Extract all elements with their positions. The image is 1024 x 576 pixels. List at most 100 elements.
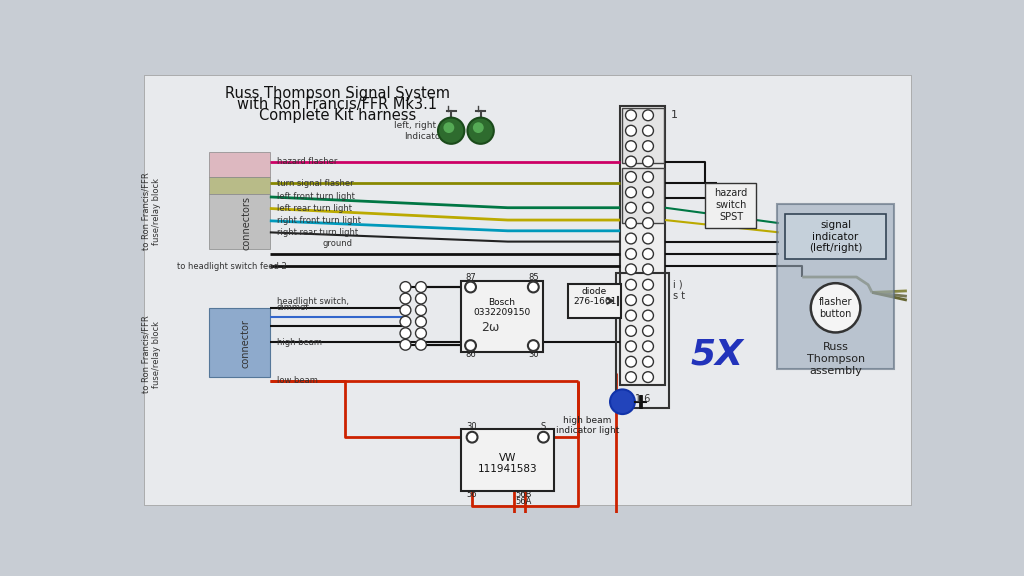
Circle shape	[643, 187, 653, 198]
Circle shape	[438, 118, 464, 144]
Text: s t: s t	[673, 291, 685, 301]
Text: connectors: connectors	[242, 196, 252, 250]
Text: Russ
Thompson
assembly: Russ Thompson assembly	[807, 343, 864, 376]
Text: i ): i )	[673, 280, 682, 290]
Text: 85: 85	[528, 274, 539, 282]
Circle shape	[626, 325, 636, 336]
Circle shape	[416, 328, 426, 339]
Text: flasher
button: flasher button	[819, 297, 852, 319]
Text: high beam
indicator light: high beam indicator light	[556, 416, 620, 435]
Text: dimmer: dimmer	[276, 304, 309, 312]
Circle shape	[416, 339, 426, 350]
Circle shape	[643, 110, 653, 121]
Circle shape	[626, 172, 636, 183]
Circle shape	[400, 339, 411, 350]
Text: signal
indicator
(left/right): signal indicator (left/right)	[809, 220, 862, 253]
Circle shape	[626, 233, 636, 244]
Circle shape	[626, 141, 636, 151]
Circle shape	[416, 316, 426, 327]
Circle shape	[400, 305, 411, 316]
FancyBboxPatch shape	[568, 284, 621, 318]
Circle shape	[626, 357, 636, 367]
Circle shape	[528, 282, 539, 293]
Circle shape	[643, 126, 653, 136]
Circle shape	[643, 325, 653, 336]
Text: right rear turn light: right rear turn light	[276, 228, 358, 237]
Circle shape	[626, 310, 636, 321]
FancyBboxPatch shape	[209, 194, 270, 249]
Text: Complete Kit harness: Complete Kit harness	[259, 108, 416, 123]
Circle shape	[643, 341, 653, 352]
FancyBboxPatch shape	[777, 204, 894, 369]
Text: 87: 87	[465, 274, 476, 282]
Circle shape	[626, 264, 636, 275]
FancyBboxPatch shape	[209, 152, 270, 177]
FancyBboxPatch shape	[706, 183, 756, 228]
Text: left front turn light: left front turn light	[276, 192, 354, 202]
Text: 56A: 56A	[515, 497, 531, 506]
Text: ground: ground	[323, 239, 352, 248]
Circle shape	[528, 340, 539, 351]
Circle shape	[643, 372, 653, 382]
Text: to Ron Francis/FFR
fuse/relay block: to Ron Francis/FFR fuse/relay block	[141, 315, 161, 393]
Circle shape	[626, 187, 636, 198]
Text: headlight switch,: headlight switch,	[276, 297, 349, 306]
Circle shape	[538, 432, 549, 442]
Text: left, right turn
Indicators: left, right turn Indicators	[394, 122, 459, 141]
Text: connector: connector	[241, 319, 251, 367]
Text: 1: 1	[672, 111, 678, 120]
Circle shape	[643, 357, 653, 367]
Circle shape	[626, 110, 636, 121]
Circle shape	[626, 372, 636, 382]
Circle shape	[643, 248, 653, 259]
FancyBboxPatch shape	[143, 75, 910, 505]
Text: S: S	[541, 422, 546, 431]
Circle shape	[400, 282, 411, 293]
Text: right front turn light: right front turn light	[276, 217, 360, 225]
Circle shape	[610, 389, 635, 414]
Text: hazard flasher: hazard flasher	[276, 157, 337, 166]
Circle shape	[643, 264, 653, 275]
Text: 5X: 5X	[690, 337, 743, 371]
Text: left rear turn light: left rear turn light	[276, 204, 352, 213]
Circle shape	[811, 283, 860, 332]
FancyBboxPatch shape	[209, 308, 270, 377]
Circle shape	[626, 248, 636, 259]
Circle shape	[400, 328, 411, 339]
Circle shape	[626, 341, 636, 352]
Circle shape	[467, 432, 477, 442]
Circle shape	[443, 122, 455, 133]
Circle shape	[400, 293, 411, 304]
Text: 86: 86	[465, 350, 476, 359]
Text: 30: 30	[528, 350, 539, 359]
FancyBboxPatch shape	[622, 108, 664, 163]
Text: 56B: 56B	[515, 490, 532, 499]
Circle shape	[465, 282, 476, 293]
Text: to Ron Francis/FFR
fuse/relay block: to Ron Francis/FFR fuse/relay block	[141, 173, 161, 251]
Circle shape	[643, 218, 653, 229]
Text: VW
111941583: VW 111941583	[478, 453, 538, 474]
Circle shape	[643, 202, 653, 213]
Text: with Ron Francis/FFR Mk3.1: with Ron Francis/FFR Mk3.1	[238, 97, 437, 112]
Circle shape	[643, 156, 653, 167]
FancyBboxPatch shape	[622, 168, 664, 223]
Circle shape	[626, 295, 636, 305]
FancyBboxPatch shape	[209, 177, 270, 194]
FancyBboxPatch shape	[461, 430, 554, 491]
Circle shape	[416, 282, 426, 293]
Circle shape	[643, 233, 653, 244]
Circle shape	[626, 156, 636, 167]
Circle shape	[643, 279, 653, 290]
Circle shape	[416, 293, 426, 304]
FancyBboxPatch shape	[621, 106, 665, 385]
Circle shape	[643, 141, 653, 151]
Text: 30: 30	[467, 422, 477, 431]
FancyBboxPatch shape	[785, 214, 886, 259]
Text: 56: 56	[467, 490, 477, 499]
Text: hazard
switch
SPST: hazard switch SPST	[715, 188, 748, 222]
Circle shape	[400, 316, 411, 327]
Text: Russ Thompson Signal System: Russ Thompson Signal System	[224, 86, 450, 101]
Circle shape	[416, 305, 426, 316]
Circle shape	[643, 310, 653, 321]
Text: low beam: low beam	[276, 377, 317, 385]
